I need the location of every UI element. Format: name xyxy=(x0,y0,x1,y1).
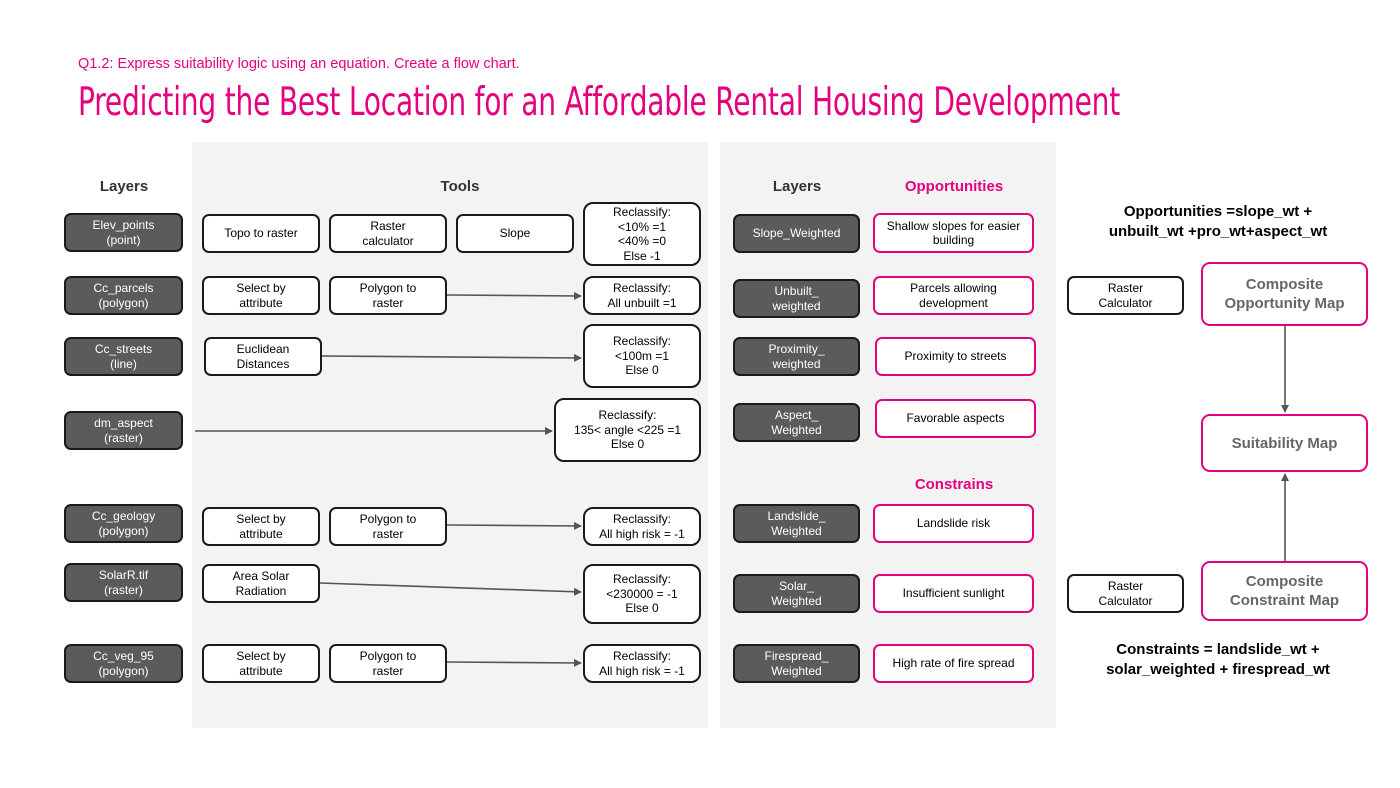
tool-select-by-attribute: Select by attribute xyxy=(202,276,320,315)
layer-dm-aspect: dm_aspect (raster) xyxy=(64,411,183,450)
layer-cc-streets: Cc_streets (line) xyxy=(64,337,183,376)
composite-opportunity-map: Composite Opportunity Map xyxy=(1201,262,1368,326)
tool-raster-calculator: Raster calculator xyxy=(329,214,447,253)
opportunity-shallow-slopes: Shallow slopes for easier building xyxy=(873,213,1034,253)
opportunity-aspects: Favorable aspects xyxy=(875,399,1036,438)
reclassify-unbuilt: Reclassify: All unbuilt =1 xyxy=(583,276,701,315)
tool-polygon-to-raster: Polygon to raster xyxy=(329,644,447,683)
weighted-solar: Solar_ Weighted xyxy=(733,574,860,613)
reclassify-slope: Reclassify: <10% =1 <40% =0 Else -1 xyxy=(583,202,701,266)
constrains-header: Constrains xyxy=(914,476,994,493)
tool-polygon-to-raster: Polygon to raster xyxy=(329,276,447,315)
arrow-polygon-to-reclassify-veg xyxy=(446,658,582,667)
reclassify-streets: Reclassify: <100m =1 Else 0 xyxy=(583,324,701,388)
composite-constraint-map: Composite Constraint Map xyxy=(1201,561,1368,621)
weighted-firespread: Firespread_ Weighted xyxy=(733,644,860,683)
tool-euclidean-distances: Euclidean Distances xyxy=(204,337,322,376)
tool-select-by-attribute: Select by attribute xyxy=(202,644,320,683)
constraint-sunlight: Insufficient sunlight xyxy=(873,574,1034,613)
opportunity-proximity: Proximity to streets xyxy=(875,337,1036,376)
suitability-map: Suitability Map xyxy=(1201,414,1368,472)
tool-polygon-to-raster: Polygon to raster xyxy=(329,507,447,546)
constraint-landslide: Landslide risk xyxy=(873,504,1034,543)
reclassify-veg: Reclassify: All high risk = -1 xyxy=(583,644,701,683)
raster-calculator-constraint: Raster Calculator xyxy=(1067,574,1184,613)
weighted-proximity: Proximity_ weighted xyxy=(733,337,860,376)
page-title: Predicting the Best Location for an Affo… xyxy=(78,80,1121,125)
weighted-layers-header: Layers xyxy=(772,178,822,195)
reclassify-solar: Reclassify: <230000 = -1 Else 0 xyxy=(583,564,701,624)
opportunities-header: Opportunities xyxy=(904,178,1004,195)
weighted-landslide: Landslide_ Weighted xyxy=(733,504,860,543)
opportunity-parcels: Parcels allowing development xyxy=(873,276,1034,315)
tool-area-solar-radiation: Area Solar Radiation xyxy=(202,564,320,603)
layer-solarr: SolarR.tif (raster) xyxy=(64,563,183,602)
layer-cc-veg: Cc_veg_95 (polygon) xyxy=(64,644,183,683)
raster-calculator-opportunity: Raster Calculator xyxy=(1067,276,1184,315)
opportunity-equation: Opportunities =slope_wt + unbuilt_wt +pr… xyxy=(1108,203,1328,240)
tool-select-by-attribute: Select by attribute xyxy=(202,507,320,546)
constraint-fire-spread: High rate of fire spread xyxy=(873,644,1034,683)
arrow-polygon-to-reclassify-unbuilt xyxy=(446,291,582,300)
layers-header: Layers xyxy=(99,178,149,195)
layer-elev-points: Elev_points (point) xyxy=(64,213,183,252)
layer-cc-geology: Cc_geology (polygon) xyxy=(64,504,183,543)
weighted-unbuilt: Unbuilt_ weighted xyxy=(733,279,860,318)
reclassify-aspect: Reclassify: 135< angle <225 =1 Else 0 xyxy=(554,398,701,462)
weighted-slope: Slope_Weighted xyxy=(733,214,860,253)
layer-cc-parcels: Cc_parcels (polygon) xyxy=(64,276,183,315)
constraint-equation: Constraints = landslide_wt + solar_weigh… xyxy=(1106,641,1330,678)
tool-topo-to-raster: Topo to raster xyxy=(202,214,320,253)
reclassify-geology: Reclassify: All high risk = -1 xyxy=(583,507,701,546)
tools-header: Tools xyxy=(440,178,480,195)
arrow-polygon-to-reclassify-geology xyxy=(446,521,582,530)
question-subtitle: Q1.2: Express suitability logic using an… xyxy=(78,56,520,72)
arrow-euclidean-to-reclassify xyxy=(321,353,582,362)
tool-slope: Slope xyxy=(456,214,574,253)
arrow-solar-to-reclassify xyxy=(319,582,582,596)
weighted-aspect: Aspect_ Weighted xyxy=(733,403,860,442)
